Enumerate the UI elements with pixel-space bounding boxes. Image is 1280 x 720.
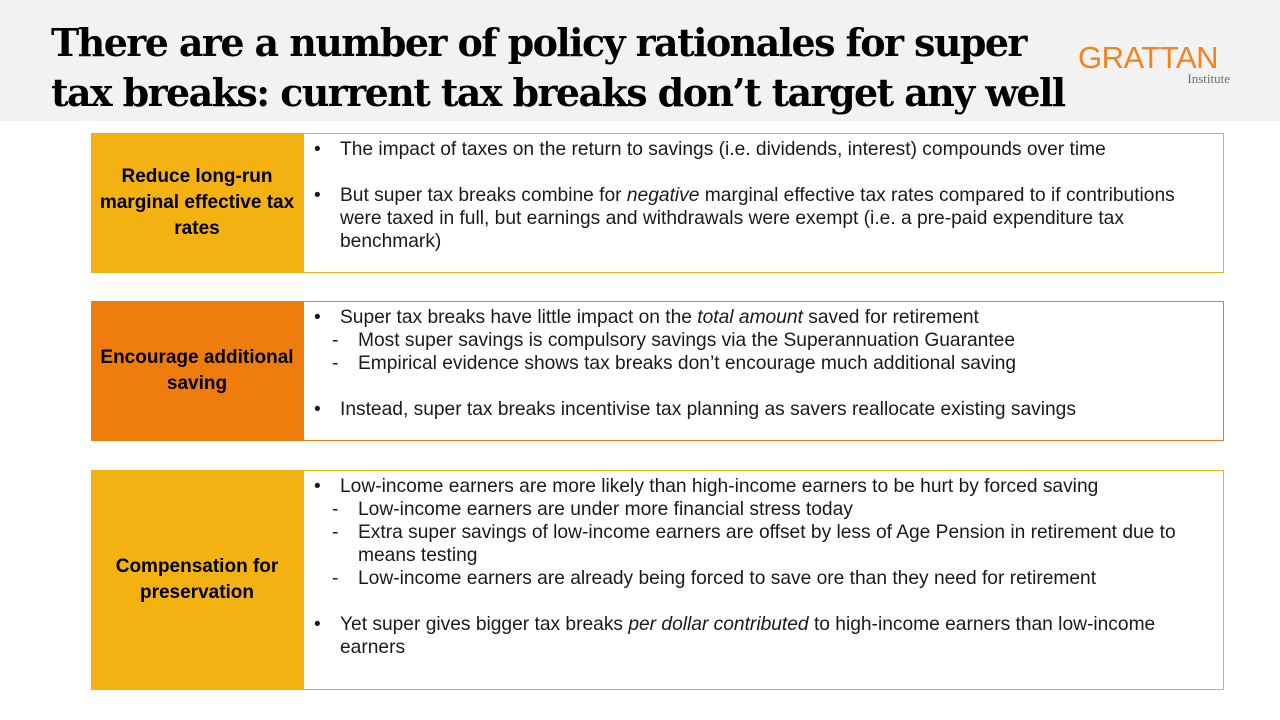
dash-marker-icon: - <box>332 522 339 543</box>
bullet-marker-icon: • <box>314 139 321 160</box>
bullet-marker-icon: • <box>314 307 321 328</box>
bullet-point: • But super tax breaks combine for negati… <box>310 184 1213 253</box>
sub-point: - Low-income earners are already being fo… <box>310 567 1213 590</box>
header-bar: There are a number of policy rationales … <box>0 0 1280 121</box>
point-text: Empirical evidence shows tax breaks don’… <box>358 353 1017 374</box>
point-text: Low-income earners are already being for… <box>358 568 1097 589</box>
bullet-point: • The impact of taxes on the return to sa… <box>310 138 1213 161</box>
bullet-point: • Instead, super tax breaks incentivise t… <box>310 398 1213 421</box>
sub-point: - Most super savings is compulsory saving… <box>310 329 1213 352</box>
rationale-row-preservation: Compensation for preservation • Low-incom… <box>91 470 1224 690</box>
logo-wordmark: GRATTAN <box>1078 40 1219 75</box>
rationale-label: Encourage additional saving <box>91 301 303 441</box>
spacer <box>310 590 1213 613</box>
dash-marker-icon: - <box>332 499 339 520</box>
point-text: But super tax breaks combine for negativ… <box>340 185 1175 252</box>
rationale-body: • The impact of taxes on the return to sa… <box>303 133 1224 273</box>
spacer <box>310 375 1213 398</box>
bullet-marker-icon: • <box>314 399 321 420</box>
sub-point: - Low-income earners are under more finan… <box>310 498 1213 521</box>
bullet-marker-icon: • <box>314 185 321 206</box>
logo-subtitle: Institute <box>1187 71 1230 86</box>
emphasis-text: total amount <box>697 307 803 328</box>
dash-marker-icon: - <box>332 330 339 351</box>
sub-point: - Extra super savings of low-income earne… <box>310 521 1213 567</box>
point-text: Instead, super tax breaks incentivise ta… <box>340 399 1076 420</box>
spacer <box>310 161 1213 184</box>
bullet-marker-icon: • <box>314 614 321 635</box>
dash-marker-icon: - <box>332 568 339 589</box>
point-text: The impact of taxes on the return to sav… <box>340 139 1106 160</box>
rationale-label: Compensation for preservation <box>91 470 303 690</box>
sub-point: - Empirical evidence shows tax breaks don… <box>310 352 1213 375</box>
rationale-body: • Low-income earners are more likely than… <box>303 470 1224 690</box>
point-text: Extra super savings of low-income earner… <box>358 522 1176 566</box>
emphasis-text: per dollar contributed <box>628 614 809 635</box>
point-text: Most super savings is compulsory savings… <box>358 330 1015 351</box>
bullet-marker-icon: • <box>314 476 321 497</box>
point-text: Super tax breaks have little impact on t… <box>340 307 979 328</box>
bullet-point: • Yet super gives bigger tax breaks per d… <box>310 613 1213 659</box>
point-text: Low-income earners are under more financ… <box>358 499 853 520</box>
point-text: Yet super gives bigger tax breaks per do… <box>340 614 1156 658</box>
point-text: Low-income earners are more likely than … <box>340 476 1099 497</box>
rationale-body: • Super tax breaks have little impact on … <box>303 301 1224 441</box>
bullet-point: • Low-income earners are more likely than… <box>310 475 1213 498</box>
rationale-label: Reduce long-run marginal effective tax r… <box>91 133 303 273</box>
rationale-row-additional-saving: Encourage additional saving • Super tax b… <box>91 301 1224 441</box>
rationale-row-marginal-tax: Reduce long-run marginal effective tax r… <box>91 133 1224 273</box>
dash-marker-icon: - <box>332 353 339 374</box>
bullet-point: • Super tax breaks have little impact on … <box>310 306 1213 329</box>
page-title: There are a number of policy rationales … <box>51 20 1066 115</box>
grattan-logo: GRATTAN Institute <box>1078 42 1238 87</box>
emphasis-text: negative <box>626 185 700 206</box>
